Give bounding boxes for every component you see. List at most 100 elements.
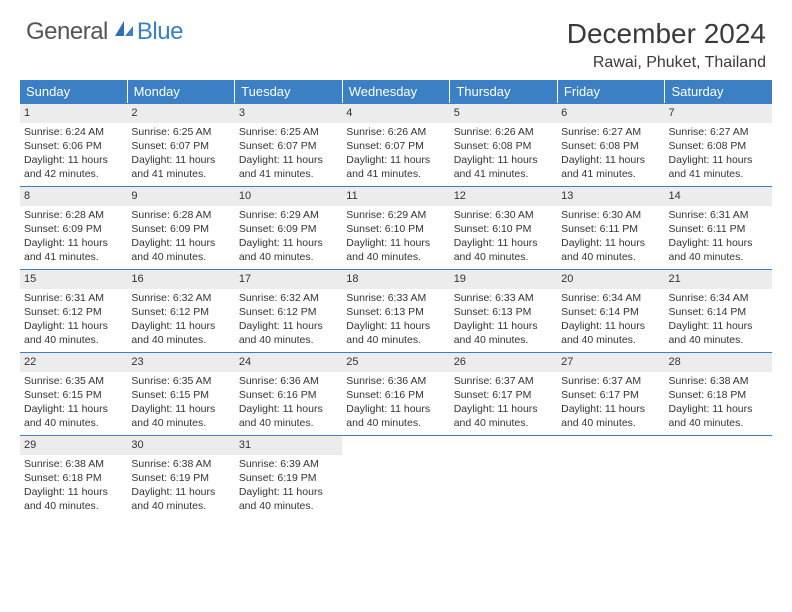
sunset-text: Sunset: 6:12 PM <box>131 305 230 319</box>
day-body: Sunrise: 6:38 AMSunset: 6:19 PMDaylight:… <box>127 457 234 518</box>
sunset-text: Sunset: 6:14 PM <box>561 305 660 319</box>
day-cell: 17 Sunrise: 6:32 AMSunset: 6:12 PMDayligh… <box>235 270 342 352</box>
daylight-text: Daylight: 11 hours and 40 minutes. <box>131 236 230 264</box>
daylight-text: Daylight: 11 hours and 40 minutes. <box>239 485 338 513</box>
day-cell: 25 Sunrise: 6:36 AMSunset: 6:16 PMDayligh… <box>342 353 449 435</box>
day-number: 2 <box>127 104 234 123</box>
day-number: 29 <box>20 436 127 455</box>
sunrise-text: Sunrise: 6:38 AM <box>669 374 768 388</box>
sunrise-text: Sunrise: 6:28 AM <box>24 208 123 222</box>
day-body: Sunrise: 6:33 AMSunset: 6:13 PMDaylight:… <box>342 291 449 352</box>
sunset-text: Sunset: 6:13 PM <box>454 305 553 319</box>
day-body: Sunrise: 6:26 AMSunset: 6:07 PMDaylight:… <box>342 125 449 186</box>
sunrise-text: Sunrise: 6:30 AM <box>454 208 553 222</box>
day-number: 23 <box>127 353 234 372</box>
daylight-text: Daylight: 11 hours and 41 minutes. <box>131 153 230 181</box>
title-block: December 2024 Rawai, Phuket, Thailand <box>567 18 766 72</box>
sunrise-text: Sunrise: 6:25 AM <box>131 125 230 139</box>
day-body: Sunrise: 6:27 AMSunset: 6:08 PMDaylight:… <box>557 125 664 186</box>
daylight-text: Daylight: 11 hours and 40 minutes. <box>561 319 660 347</box>
sunrise-text: Sunrise: 6:34 AM <box>669 291 768 305</box>
day-number: 19 <box>450 270 557 289</box>
day-number: 31 <box>235 436 342 455</box>
day-number: 15 <box>20 270 127 289</box>
sunrise-text: Sunrise: 6:33 AM <box>346 291 445 305</box>
sunrise-text: Sunrise: 6:31 AM <box>669 208 768 222</box>
sunset-text: Sunset: 6:12 PM <box>24 305 123 319</box>
daylight-text: Daylight: 11 hours and 40 minutes. <box>239 236 338 264</box>
sunrise-text: Sunrise: 6:24 AM <box>24 125 123 139</box>
day-cell: 20Sunrise: 6:34 AMSunset: 6:14 PMDayligh… <box>557 270 664 352</box>
day-body: Sunrise: 6:38 AMSunset: 6:18 PMDaylight:… <box>20 457 127 518</box>
week-row: 8Sunrise: 6:28 AMSunset: 6:09 PMDaylight… <box>20 186 772 269</box>
weekday-header: Tuesday <box>235 80 343 103</box>
day-number: 24 <box>235 353 342 372</box>
week-row: 1Sunrise: 6:24 AMSunset: 6:06 PMDaylight… <box>20 103 772 186</box>
daylight-text: Daylight: 11 hours and 40 minutes. <box>454 402 553 430</box>
sunset-text: Sunset: 6:08 PM <box>669 139 768 153</box>
day-number: 11 <box>342 187 449 206</box>
daylight-text: Daylight: 11 hours and 40 minutes. <box>561 236 660 264</box>
day-body: Sunrise: 6:34 AMSunset: 6:14 PMDaylight:… <box>665 291 772 352</box>
sunset-text: Sunset: 6:10 PM <box>346 222 445 236</box>
weekday-header: Wednesday <box>343 80 451 103</box>
daylight-text: Daylight: 11 hours and 40 minutes. <box>239 402 338 430</box>
week-row: 15Sunrise: 6:31 AMSunset: 6:12 PMDayligh… <box>20 269 772 352</box>
sunrise-text: Sunrise: 6:36 AM <box>239 374 338 388</box>
sunset-text: Sunset: 6:07 PM <box>239 139 338 153</box>
daylight-text: Daylight: 11 hours and 40 minutes. <box>346 236 445 264</box>
sunrise-text: Sunrise: 6:30 AM <box>561 208 660 222</box>
sunset-text: Sunset: 6:07 PM <box>346 139 445 153</box>
sunrise-text: Sunrise: 6:39 AM <box>239 457 338 471</box>
daylight-text: Daylight: 11 hours and 40 minutes. <box>24 319 123 347</box>
day-number: 4 <box>342 104 449 123</box>
day-body: Sunrise: 6:32 AMSunset: 6:12 PMDaylight:… <box>127 291 234 352</box>
day-cell: 15 Sunrise: 6:31 AMSunset: 6:12 PMDayligh… <box>20 270 127 352</box>
day-number: 9 <box>127 187 234 206</box>
day-number: 3 <box>235 104 342 123</box>
day-body: Sunrise: 6:35 AMSunset: 6:15 PMDaylight:… <box>20 374 127 435</box>
sunset-text: Sunset: 6:17 PM <box>561 388 660 402</box>
calendar: SundayMondayTuesdayWednesdayThursdayFrid… <box>0 80 792 518</box>
day-cell: 3Sunrise: 6:25 AMSunset: 6:07 PMDaylight… <box>235 104 342 186</box>
day-cell: 2Sunrise: 6:25 AMSunset: 6:07 PMDaylight… <box>127 104 234 186</box>
day-cell: 8Sunrise: 6:28 AMSunset: 6:09 PMDaylight… <box>20 187 127 269</box>
sunset-text: Sunset: 6:17 PM <box>454 388 553 402</box>
month-title: December 2024 <box>567 18 766 50</box>
sunrise-text: Sunrise: 6:35 AM <box>24 374 123 388</box>
day-body: Sunrise: 6:27 AMSunset: 6:08 PMDaylight:… <box>665 125 772 186</box>
day-number: 6 <box>557 104 664 123</box>
sunset-text: Sunset: 6:16 PM <box>346 388 445 402</box>
day-number: 17 <box>235 270 342 289</box>
day-body: Sunrise: 6:36 AMSunset: 6:16 PMDaylight:… <box>342 374 449 435</box>
day-body: Sunrise: 6:32 AMSunset: 6:12 PMDaylight:… <box>235 291 342 352</box>
day-body: Sunrise: 6:31 AMSunset: 6:11 PMDaylight:… <box>665 208 772 269</box>
day-body: Sunrise: 6:29 AMSunset: 6:09 PMDaylight:… <box>235 208 342 269</box>
sunrise-text: Sunrise: 6:25 AM <box>239 125 338 139</box>
sunset-text: Sunset: 6:14 PM <box>669 305 768 319</box>
day-number: 10 <box>235 187 342 206</box>
day-body: Sunrise: 6:29 AMSunset: 6:10 PMDaylight:… <box>342 208 449 269</box>
day-cell: 7Sunrise: 6:27 AMSunset: 6:08 PMDaylight… <box>665 104 772 186</box>
day-number: 25 <box>342 353 449 372</box>
day-cell: 14Sunrise: 6:31 AMSunset: 6:11 PMDayligh… <box>665 187 772 269</box>
sunset-text: Sunset: 6:16 PM <box>239 388 338 402</box>
day-cell: 16Sunrise: 6:32 AMSunset: 6:12 PMDayligh… <box>127 270 234 352</box>
day-body: Sunrise: 6:31 AMSunset: 6:12 PMDaylight:… <box>20 291 127 352</box>
day-cell: 21Sunrise: 6:34 AMSunset: 6:14 PMDayligh… <box>665 270 772 352</box>
sunrise-text: Sunrise: 6:38 AM <box>24 457 123 471</box>
day-cell: 29 Sunrise: 6:38 AMSunset: 6:18 PMDayligh… <box>20 436 127 518</box>
sunset-text: Sunset: 6:18 PM <box>669 388 768 402</box>
day-cell: 5Sunrise: 6:26 AMSunset: 6:08 PMDaylight… <box>450 104 557 186</box>
day-number: 5 <box>450 104 557 123</box>
sunset-text: Sunset: 6:08 PM <box>561 139 660 153</box>
sunrise-text: Sunrise: 6:31 AM <box>24 291 123 305</box>
day-cell: 4 Sunrise: 6:26 AMSunset: 6:07 PMDaylight… <box>342 104 449 186</box>
day-cell: 9Sunrise: 6:28 AMSunset: 6:09 PMDaylight… <box>127 187 234 269</box>
day-number: 20 <box>557 270 664 289</box>
day-number: 12 <box>450 187 557 206</box>
day-body: Sunrise: 6:33 AMSunset: 6:13 PMDaylight:… <box>450 291 557 352</box>
day-cell: 11 Sunrise: 6:29 AMSunset: 6:10 PMDayligh… <box>342 187 449 269</box>
sunset-text: Sunset: 6:11 PM <box>669 222 768 236</box>
sunrise-text: Sunrise: 6:33 AM <box>454 291 553 305</box>
